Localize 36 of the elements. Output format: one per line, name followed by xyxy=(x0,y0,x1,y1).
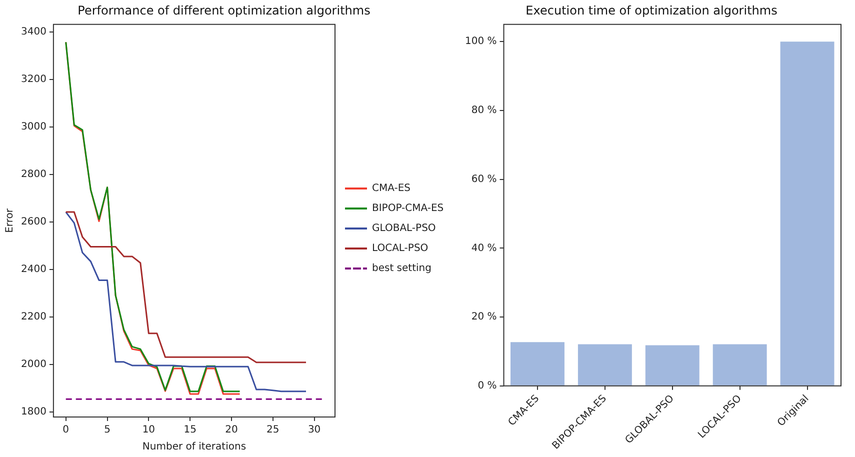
legend-label: LOCAL-PSO xyxy=(372,243,428,254)
x-tick-label: 25 xyxy=(266,424,280,436)
y-tick-label: 3000 xyxy=(20,121,46,132)
bar xyxy=(510,342,564,386)
y-tick-label: 2400 xyxy=(20,264,46,275)
y-tick-label: 2600 xyxy=(20,216,46,228)
y-tick-label: 3400 xyxy=(20,26,46,38)
y-tick-label: 0 % xyxy=(478,380,497,392)
x-tick-label: 5 xyxy=(104,424,110,436)
x-tick-label: 30 xyxy=(308,424,321,436)
y-axis-title: Error xyxy=(4,208,16,233)
legend-label: CMA-ES xyxy=(372,183,411,194)
y-tick-label: 2000 xyxy=(20,358,46,370)
y-tick-label: 2200 xyxy=(20,311,46,322)
y-tick-label: 2800 xyxy=(20,168,46,180)
bar xyxy=(645,345,700,386)
y-tick-label: 60 % xyxy=(471,174,497,185)
legend-label: BIPOP-CMA-ES xyxy=(372,203,444,214)
bar xyxy=(780,42,834,386)
y-tick-label: 80 % xyxy=(471,105,497,116)
y-tick-label: 1800 xyxy=(20,406,46,418)
y-tick-label: 20 % xyxy=(471,312,497,323)
x-axis-title: Number of iterations xyxy=(142,442,246,453)
x-tick-label: 10 xyxy=(142,424,156,436)
bar xyxy=(578,344,632,386)
legend-label: best setting xyxy=(372,263,432,274)
x-tick-label: 0 xyxy=(62,424,70,436)
chart-title: Execution time of optimization algorithms xyxy=(526,3,778,18)
x-tick-label: 20 xyxy=(225,424,238,436)
bar xyxy=(712,344,767,386)
legend-label: GLOBAL-PSO xyxy=(372,223,436,234)
y-tick-label: 40 % xyxy=(471,242,497,254)
y-tick-label: 3200 xyxy=(20,74,46,85)
chart-title: Performance of different optimization algorithms xyxy=(78,3,370,18)
x-tick-label: 15 xyxy=(184,424,196,436)
y-tick-label: 100 % xyxy=(464,36,497,48)
